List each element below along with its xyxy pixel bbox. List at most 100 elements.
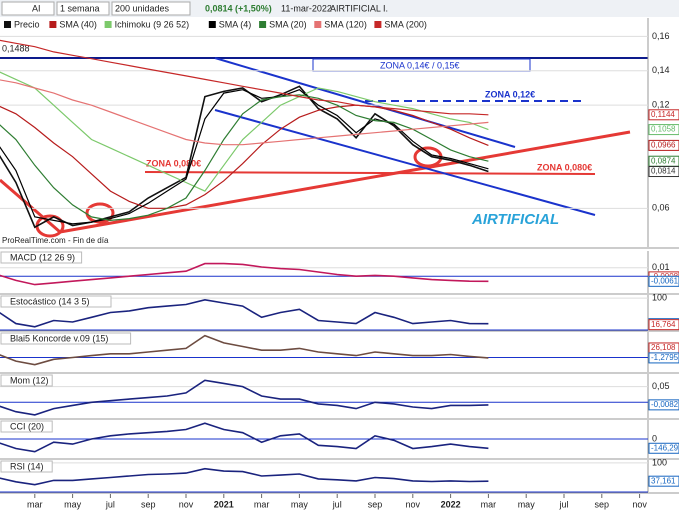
legend-label: SMA (20): [269, 19, 307, 29]
date: 11-mar-2022: [281, 3, 332, 13]
x-tick-label: nov: [179, 499, 194, 509]
price-label: 0,1144: [651, 110, 675, 119]
panel-title-box: [0, 295, 112, 308]
period-box[interactable]: [56, 1, 110, 16]
annotation: 0,1488: [2, 43, 30, 53]
watermark: AIRTIFICIAL: [471, 211, 559, 228]
price-label: -0,0061: [651, 276, 679, 285]
panel-title-box: [0, 332, 132, 345]
legend-label: SMA (200): [384, 19, 427, 29]
price-label: -1,2795: [651, 353, 679, 362]
price-label: -0,0082: [651, 400, 679, 409]
x-tick-label: 2022: [441, 499, 461, 509]
y-tick-label: 100: [652, 293, 667, 303]
series-line: [0, 467, 489, 486]
x-tick-label: 2021: [214, 499, 234, 509]
x-tick-label: sep: [141, 499, 156, 509]
y-tick-label: 0,05: [652, 381, 670, 391]
series-line: [0, 94, 489, 222]
legend-label: SMA (4): [219, 19, 252, 29]
circle: [85, 202, 115, 224]
annotation: ZONA 0,080€: [537, 162, 592, 172]
legend-swatch: [259, 21, 267, 28]
price-label: 0,0874: [651, 156, 676, 165]
period: 1 semana: [60, 3, 100, 13]
series-line: [0, 334, 489, 366]
trend-line: [59, 130, 631, 234]
price-label-box: [648, 475, 679, 487]
annotation: ZONA 0,14€ / 0,15€: [380, 60, 460, 70]
y-tick-label: 100: [652, 457, 667, 467]
channel-line: [214, 109, 596, 216]
y-tick-label: 0: [652, 433, 657, 443]
units-box[interactable]: [111, 1, 191, 16]
price-label-box: [648, 139, 679, 151]
price-label: -146,29: [651, 443, 679, 452]
zone-line: [144, 171, 596, 175]
legend-label: Ichimoku (9 26 52): [115, 19, 190, 29]
panel-title-box: [0, 251, 83, 264]
legend-swatch: [208, 21, 216, 28]
panel-title-box: [0, 420, 53, 433]
price-label-box: [648, 442, 679, 454]
price-label: 0,0966: [651, 141, 676, 150]
x-tick-label: jul: [332, 499, 342, 509]
x-tick-label: mar: [27, 499, 43, 509]
annotation: ZONA 0,080€: [146, 158, 201, 168]
symbol-box[interactable]: [1, 1, 55, 16]
price-label-box: [648, 352, 679, 364]
y-tick-label: 0,12: [652, 100, 670, 110]
x-tick-label: jul: [105, 499, 115, 509]
price-label: 16,764: [651, 320, 676, 329]
legend-swatch: [314, 21, 322, 28]
quote: 0,0814 (+1,50%): [205, 3, 272, 13]
panel-title-box: [0, 460, 53, 473]
price-label: 37,161: [651, 476, 676, 485]
name: AIRTIFICIAL I.: [330, 3, 388, 13]
y-tick-label: 0,06: [652, 203, 670, 213]
drawings: [0, 57, 648, 238]
price-label-box: [648, 399, 679, 411]
series-line: [0, 79, 489, 146]
panel-title: Mom (12): [10, 375, 49, 385]
x-tick-label: may: [518, 499, 536, 509]
series-line: [0, 422, 489, 453]
y-tick-label: 0,01: [652, 262, 670, 272]
legend-swatch: [374, 21, 382, 28]
panel-title: CCI (20): [10, 421, 44, 431]
legend-swatch: [104, 21, 112, 28]
panel-title: MACD (12 26 9): [10, 252, 75, 262]
panel-title: Estocástico (14 3 5): [10, 296, 90, 306]
x-tick-label: nov: [406, 499, 421, 509]
price-label-box: [648, 319, 679, 331]
series-line: [0, 71, 489, 192]
price-label-box: [648, 124, 679, 136]
panel-title: Blai5 Koncorde v.09 (15): [10, 333, 108, 343]
legend-label: SMA (120): [324, 19, 367, 29]
y-tick-label: 0,16: [652, 31, 670, 41]
legend-label: SMA (40): [59, 19, 97, 29]
units: 200 unidades: [115, 3, 170, 13]
price-label: 0,0814: [651, 167, 676, 176]
symbol: AI: [32, 3, 41, 13]
x-tick-label: may: [291, 499, 309, 509]
series-line: [0, 89, 489, 225]
x-tick-label: jul: [558, 499, 568, 509]
channel-line: [214, 57, 516, 148]
x-tick-label: mar: [481, 499, 497, 509]
series-line: [0, 85, 489, 229]
panel-title: RSI (14): [10, 461, 44, 471]
price-label: 26,108: [651, 343, 676, 352]
panel-title-box: [0, 374, 53, 387]
series-line: [0, 104, 489, 209]
price-label: 0,1058: [651, 125, 676, 134]
series-line: [0, 39, 489, 116]
x-tick-label: mar: [254, 499, 270, 509]
price-label-box: [648, 109, 679, 121]
legend-swatch: [4, 21, 11, 28]
series-line: [0, 298, 489, 328]
x-tick-label: sep: [595, 499, 610, 509]
price-label-box: [648, 166, 679, 178]
legend-swatch: [49, 21, 57, 28]
